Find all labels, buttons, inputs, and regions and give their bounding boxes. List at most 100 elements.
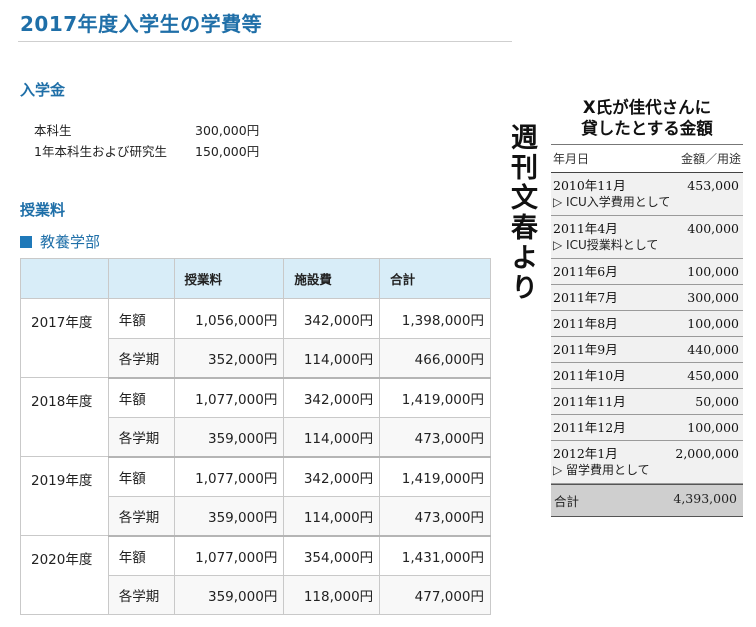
entry-date: 2011年10月 xyxy=(553,368,626,383)
entry-date: 2011年6月 xyxy=(553,264,618,279)
header-cell-year xyxy=(20,258,109,299)
facility-cell: 342,000円 xyxy=(283,298,381,339)
admission-amount-oneyear: 150,000円 xyxy=(195,144,260,159)
header-cell-facility: 施設費 xyxy=(283,258,381,299)
kind-cell: 年額 xyxy=(107,456,175,497)
total-amount: 4,393,000 xyxy=(673,491,737,506)
tuition-subheading: 教養学部 xyxy=(20,231,100,252)
year-cell: 2019年度 xyxy=(20,456,109,536)
total-cell: 473,000円 xyxy=(379,496,491,537)
total-cell: 473,000円 xyxy=(379,417,491,458)
table-header-row: 授業料 施設費 合計 xyxy=(20,258,491,299)
kind-cell: 各学期 xyxy=(107,575,175,615)
list-item: 2010年11月 453,000 ▷ ICU入学費用として xyxy=(551,173,743,216)
total-cell: 466,000円 xyxy=(379,338,491,379)
table-row: 2020年度 年額 1,077,000円 354,000円 1,431,000円 xyxy=(20,535,491,615)
tuition-cell: 1,077,000円 xyxy=(173,377,285,418)
entry-date: 2011年7月 xyxy=(553,290,618,305)
table-row: 2019年度 年額 1,077,000円 342,000円 1,419,000円 xyxy=(20,456,491,536)
sidebar-title-line1: X氏が佳代さんに xyxy=(582,98,712,117)
entry-date: 2011年9月 xyxy=(553,342,618,357)
header-cell-tuition: 授業料 xyxy=(173,258,285,299)
facility-cell: 342,000円 xyxy=(283,456,381,497)
entry-amount: 440,000 xyxy=(687,342,739,357)
list-item: 2011年9月 440,000 xyxy=(551,337,743,363)
entry-amount: 400,000 xyxy=(687,221,739,236)
subheading-label: 教養学部 xyxy=(40,233,101,251)
source-vertical-label: 週刊文春より xyxy=(506,123,537,303)
sidebar-column-header: 年月日 金額／用途 xyxy=(551,145,743,173)
facility-cell: 118,000円 xyxy=(283,575,381,615)
kind-cell: 年額 xyxy=(107,535,175,576)
table-row: 各学期 352,000円 114,000円 466,000円 xyxy=(21,338,491,379)
list-item: 2011年4月 400,000 ▷ ICU授業料として xyxy=(551,216,743,259)
facility-cell: 114,000円 xyxy=(283,338,381,379)
entry-amount: 100,000 xyxy=(687,264,739,279)
entry-date: 2011年4月 xyxy=(553,221,618,236)
list-item: 2011年7月 300,000 xyxy=(551,285,743,311)
admission-amount-regular: 300,000円 xyxy=(195,123,260,138)
kind-cell: 年額 xyxy=(107,298,175,339)
table-row: 各学期 359,000円 114,000円 473,000円 xyxy=(21,496,491,537)
sidebar-col-amount: 金額／用途 xyxy=(680,152,741,166)
facility-cell: 114,000円 xyxy=(283,417,381,458)
tuition-cell: 359,000円 xyxy=(173,575,285,615)
header-cell-total: 合計 xyxy=(379,258,491,299)
entry-amount: 450,000 xyxy=(687,368,739,383)
entry-note: ▷ 留学費用として xyxy=(553,463,650,477)
table-row: 各学期 359,000円 118,000円 477,000円 xyxy=(21,575,491,615)
tuition-cell: 359,000円 xyxy=(173,417,285,458)
total-cell: 1,431,000円 xyxy=(379,535,491,576)
list-item: 2011年8月 100,000 xyxy=(551,311,743,337)
list-item: 2011年12月 100,000 xyxy=(551,415,743,441)
total-cell: 1,419,000円 xyxy=(379,377,491,418)
kind-cell: 各学期 xyxy=(107,338,175,379)
entry-amount: 453,000 xyxy=(687,178,739,193)
year-cell: 2020年度 xyxy=(20,535,109,615)
facility-cell: 114,000円 xyxy=(283,496,381,537)
total-cell: 1,398,000円 xyxy=(379,298,491,339)
entry-date: 2011年11月 xyxy=(553,394,626,409)
year-cell: 2018年度 xyxy=(20,377,109,457)
entry-amount: 100,000 xyxy=(687,316,739,331)
year-cell: 2017年度 xyxy=(20,298,109,378)
entry-date: 2011年12月 xyxy=(553,420,626,435)
list-item: 2011年6月 100,000 xyxy=(551,259,743,285)
sidebar-col-date: 年月日 xyxy=(553,152,590,166)
entry-date: 2012年1月 xyxy=(553,446,618,461)
kind-cell: 各学期 xyxy=(107,496,175,537)
tuition-heading: 授業料 xyxy=(20,201,66,219)
tuition-cell: 1,077,000円 xyxy=(173,535,285,576)
list-item: 2011年11月 50,000 xyxy=(551,389,743,415)
kind-cell: 年額 xyxy=(107,377,175,418)
title-divider xyxy=(18,41,512,42)
list-item: 2012年1月 2,000,000 ▷ 留学費用として xyxy=(551,441,743,484)
tuition-cell: 1,056,000円 xyxy=(173,298,285,339)
header-cell-kind xyxy=(107,258,175,299)
loan-sidebar: X氏が佳代さんに 貸したとする金額 年月日 金額／用途 2010年11月 453,… xyxy=(551,97,743,517)
list-item: 2011年10月 450,000 xyxy=(551,363,743,389)
entry-date: 2011年8月 xyxy=(553,316,618,331)
entry-amount: 2,000,000 xyxy=(675,446,739,461)
admission-label-oneyear: 1年本科生および研究生 xyxy=(34,144,167,159)
table-row: 2017年度 年額 1,056,000円 342,000円 1,398,000円 xyxy=(20,298,491,378)
entry-amount: 300,000 xyxy=(687,290,739,305)
sidebar-total-row: 合計 4,393,000 xyxy=(551,484,743,517)
facility-cell: 354,000円 xyxy=(283,535,381,576)
tuition-cell: 352,000円 xyxy=(173,338,285,379)
sidebar-title: X氏が佳代さんに 貸したとする金額 xyxy=(551,97,743,145)
entry-amount: 100,000 xyxy=(687,420,739,435)
page-title: 2017年度入学生の学費等 xyxy=(20,12,263,36)
admission-label-regular: 本科生 xyxy=(34,123,72,138)
table-row: 各学期 359,000円 114,000円 473,000円 xyxy=(21,417,491,458)
entry-note: ▷ ICU入学費用として xyxy=(553,195,671,209)
kind-cell: 各学期 xyxy=(107,417,175,458)
total-cell: 1,419,000円 xyxy=(379,456,491,497)
table-row: 2018年度 年額 1,077,000円 342,000円 1,419,000円 xyxy=(20,377,491,457)
entry-date: 2010年11月 xyxy=(553,178,626,193)
entry-amount: 50,000 xyxy=(695,394,739,409)
entry-note: ▷ ICU授業料として xyxy=(553,238,659,252)
tuition-cell: 1,077,000円 xyxy=(173,456,285,497)
total-label: 合計 xyxy=(554,494,580,509)
sidebar-title-line2: 貸したとする金額 xyxy=(581,119,713,138)
